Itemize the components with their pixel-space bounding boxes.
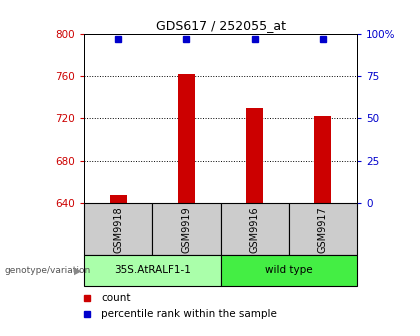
Text: GSM9918: GSM9918 [113,206,123,253]
Bar [246,108,263,203]
Text: ▶: ▶ [74,265,81,276]
Bar [178,74,195,203]
Text: wild type: wild type [265,265,312,276]
Text: GSM9917: GSM9917 [318,206,328,253]
Bar [110,195,127,203]
Bar [314,116,331,203]
Bar [289,203,357,255]
Text: GSM9916: GSM9916 [249,206,260,253]
Bar [220,203,289,255]
Title: GDS617 / 252055_at: GDS617 / 252055_at [155,19,286,33]
Text: percentile rank within the sample: percentile rank within the sample [101,309,277,319]
Bar [152,203,221,255]
Text: GSM9919: GSM9919 [181,206,192,253]
Bar [84,255,220,286]
Bar [84,203,152,255]
Text: count: count [101,293,131,303]
Text: 35S.AtRALF1-1: 35S.AtRALF1-1 [114,265,191,276]
Bar [220,255,357,286]
Text: genotype/variation: genotype/variation [4,266,90,275]
